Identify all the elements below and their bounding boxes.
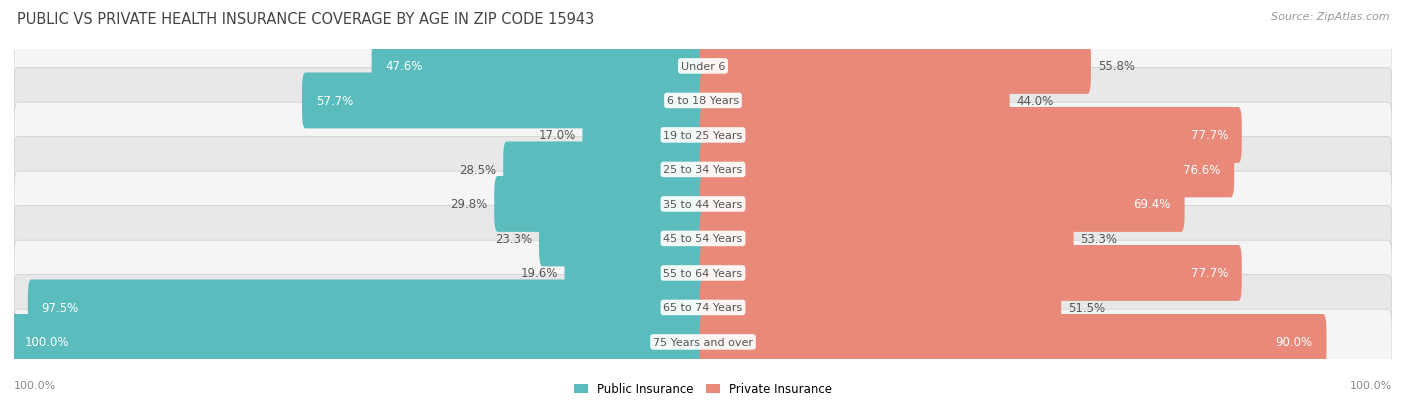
Text: 6 to 18 Years: 6 to 18 Years xyxy=(666,96,740,106)
FancyBboxPatch shape xyxy=(700,74,1010,129)
FancyBboxPatch shape xyxy=(700,245,1241,301)
Text: 23.3%: 23.3% xyxy=(495,233,531,245)
Text: PUBLIC VS PRIVATE HEALTH INSURANCE COVERAGE BY AGE IN ZIP CODE 15943: PUBLIC VS PRIVATE HEALTH INSURANCE COVER… xyxy=(17,12,595,27)
Text: 45 to 54 Years: 45 to 54 Years xyxy=(664,234,742,244)
Text: 28.5%: 28.5% xyxy=(460,164,496,176)
Text: 35 to 44 Years: 35 to 44 Years xyxy=(664,199,742,209)
FancyBboxPatch shape xyxy=(700,280,1062,335)
FancyBboxPatch shape xyxy=(14,103,1392,169)
FancyBboxPatch shape xyxy=(371,39,706,95)
Text: 65 to 74 Years: 65 to 74 Years xyxy=(664,303,742,313)
FancyBboxPatch shape xyxy=(14,206,1392,272)
FancyBboxPatch shape xyxy=(700,108,1241,164)
Text: 57.7%: 57.7% xyxy=(316,95,353,108)
FancyBboxPatch shape xyxy=(565,245,706,301)
FancyBboxPatch shape xyxy=(700,142,1234,198)
Text: 53.3%: 53.3% xyxy=(1081,233,1118,245)
FancyBboxPatch shape xyxy=(700,314,1326,370)
Text: 19.6%: 19.6% xyxy=(520,267,558,280)
FancyBboxPatch shape xyxy=(700,39,1091,95)
FancyBboxPatch shape xyxy=(14,309,1392,375)
Text: 90.0%: 90.0% xyxy=(1275,336,1313,349)
Text: 97.5%: 97.5% xyxy=(42,301,79,314)
Text: 44.0%: 44.0% xyxy=(1017,95,1053,108)
Text: 25 to 34 Years: 25 to 34 Years xyxy=(664,165,742,175)
Text: 76.6%: 76.6% xyxy=(1182,164,1220,176)
Text: Source: ZipAtlas.com: Source: ZipAtlas.com xyxy=(1271,12,1389,22)
FancyBboxPatch shape xyxy=(14,34,1392,100)
FancyBboxPatch shape xyxy=(700,211,1074,267)
FancyBboxPatch shape xyxy=(14,69,1392,134)
Text: 19 to 25 Years: 19 to 25 Years xyxy=(664,131,742,140)
Text: 55.8%: 55.8% xyxy=(1098,60,1135,73)
Legend: Public Insurance, Private Insurance: Public Insurance, Private Insurance xyxy=(569,377,837,400)
Text: 47.6%: 47.6% xyxy=(385,60,423,73)
Text: 17.0%: 17.0% xyxy=(538,129,575,142)
FancyBboxPatch shape xyxy=(503,142,706,198)
FancyBboxPatch shape xyxy=(14,137,1392,203)
FancyBboxPatch shape xyxy=(495,177,706,232)
Text: 29.8%: 29.8% xyxy=(450,198,488,211)
FancyBboxPatch shape xyxy=(14,240,1392,306)
FancyBboxPatch shape xyxy=(28,280,706,335)
FancyBboxPatch shape xyxy=(700,177,1185,232)
FancyBboxPatch shape xyxy=(14,275,1392,340)
Text: 100.0%: 100.0% xyxy=(14,380,56,390)
FancyBboxPatch shape xyxy=(582,108,706,164)
Text: 77.7%: 77.7% xyxy=(1191,129,1227,142)
Text: 100.0%: 100.0% xyxy=(24,336,69,349)
Text: 100.0%: 100.0% xyxy=(1350,380,1392,390)
Text: 51.5%: 51.5% xyxy=(1069,301,1105,314)
FancyBboxPatch shape xyxy=(14,172,1392,237)
Text: 69.4%: 69.4% xyxy=(1133,198,1171,211)
Text: 55 to 64 Years: 55 to 64 Years xyxy=(664,268,742,278)
Text: 77.7%: 77.7% xyxy=(1191,267,1227,280)
FancyBboxPatch shape xyxy=(11,314,706,370)
FancyBboxPatch shape xyxy=(538,211,706,267)
FancyBboxPatch shape xyxy=(302,74,706,129)
Text: 75 Years and over: 75 Years and over xyxy=(652,337,754,347)
Text: Under 6: Under 6 xyxy=(681,62,725,72)
